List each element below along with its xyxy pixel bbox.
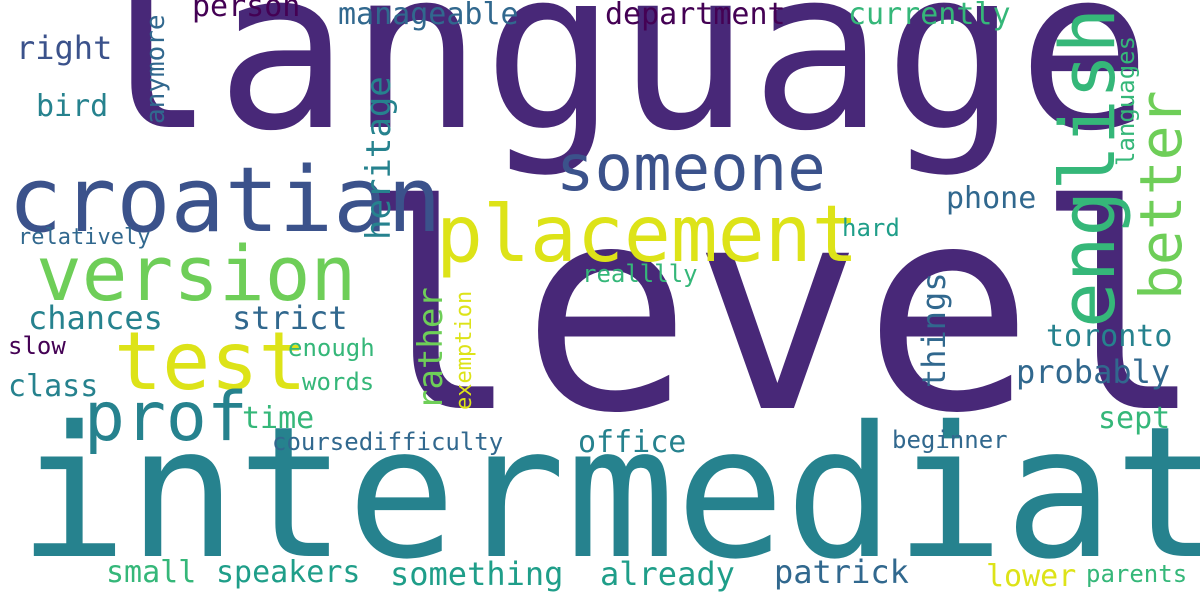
- word-anymore: anymore: [141, 14, 171, 124]
- word-language: language: [82, 0, 1152, 180]
- word-better: better: [1127, 90, 1195, 300]
- word-parents: parents: [1086, 560, 1188, 588]
- word-sept: sept: [1098, 401, 1171, 436]
- word-speakers: speakers: [216, 555, 361, 590]
- word-probably: probably: [1016, 353, 1171, 391]
- word-person: person: [192, 0, 301, 24]
- word-already: already: [600, 555, 735, 593]
- word-reallly: realllly: [582, 260, 698, 288]
- word-version: version: [36, 229, 357, 318]
- word-beginner: beginner: [892, 426, 1008, 454]
- word-intermediate: intermediate: [18, 387, 1200, 599]
- word-enough: enough: [288, 334, 375, 362]
- word-class: class: [8, 369, 99, 404]
- word-manageable: manageable: [338, 0, 519, 32]
- word-time: time: [242, 401, 315, 436]
- word-rather: rather: [411, 287, 451, 410]
- word-coursedifficulty: coursedifficulty: [272, 428, 504, 456]
- word-languages: languages: [1112, 35, 1140, 166]
- word-right: right: [16, 29, 113, 67]
- word-chances: chances: [28, 299, 163, 337]
- word-slow: slow: [8, 332, 66, 360]
- word-toronto: toronto: [1046, 319, 1173, 354]
- word-phone: phone: [946, 181, 1037, 216]
- word-prof: prof: [84, 378, 248, 457]
- word-department: department: [605, 0, 786, 32]
- word-exemption: exemption: [452, 290, 477, 410]
- word-heritage: heritage: [359, 76, 399, 240]
- word-test: test: [114, 315, 307, 408]
- word-words: words: [302, 368, 375, 396]
- word-things: things: [915, 272, 953, 388]
- word-office: office: [578, 425, 687, 460]
- word-hard: hard: [842, 214, 900, 242]
- word-someone: someone: [556, 132, 826, 206]
- word-currently: currently: [848, 0, 1011, 32]
- word-small: small: [106, 555, 197, 590]
- word-level: level: [350, 144, 1200, 475]
- word-bird: bird: [36, 89, 109, 124]
- word-relatively: relatively: [18, 225, 151, 250]
- word-patrick: patrick: [774, 553, 909, 591]
- word-croatian: croatian: [8, 148, 442, 253]
- word-lower: lower: [986, 559, 1077, 594]
- word-placement: placement: [436, 190, 859, 280]
- word-strict: strict: [232, 299, 348, 337]
- word-something: something: [390, 555, 564, 593]
